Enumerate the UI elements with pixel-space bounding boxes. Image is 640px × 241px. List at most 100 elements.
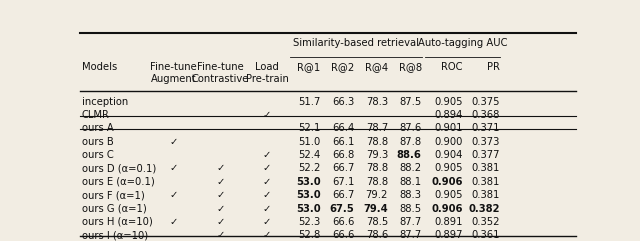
Text: 66.6: 66.6 xyxy=(332,217,355,227)
Text: ours E (α=0.1): ours E (α=0.1) xyxy=(82,177,155,187)
Text: ✓: ✓ xyxy=(263,230,271,240)
Text: ours A: ours A xyxy=(82,123,114,133)
Text: 0.906: 0.906 xyxy=(431,204,463,214)
Text: 0.375: 0.375 xyxy=(471,97,500,107)
Text: R@1: R@1 xyxy=(298,62,321,72)
Text: 0.352: 0.352 xyxy=(471,217,500,227)
Text: ✓: ✓ xyxy=(263,150,271,160)
Text: Load
Pre-train: Load Pre-train xyxy=(246,62,289,84)
Text: 79.4: 79.4 xyxy=(364,204,388,214)
Text: 51.7: 51.7 xyxy=(298,97,321,107)
Text: ours I (α=10): ours I (α=10) xyxy=(82,230,148,240)
Text: 87.8: 87.8 xyxy=(399,137,422,147)
Text: 0.897: 0.897 xyxy=(435,230,463,240)
Text: ✓: ✓ xyxy=(216,163,225,174)
Text: 0.381: 0.381 xyxy=(471,177,500,187)
Text: ours F (α=1): ours F (α=1) xyxy=(82,190,145,200)
Text: 53.0: 53.0 xyxy=(296,190,321,200)
Text: ✓: ✓ xyxy=(216,230,225,240)
Text: 0.891: 0.891 xyxy=(435,217,463,227)
Text: 88.1: 88.1 xyxy=(399,177,422,187)
Text: 0.905: 0.905 xyxy=(435,190,463,200)
Text: 0.894: 0.894 xyxy=(435,110,463,120)
Text: ours D (α=0.1): ours D (α=0.1) xyxy=(82,163,156,174)
Text: ours C: ours C xyxy=(82,150,114,160)
Text: Fine-tune
Contrastive: Fine-tune Contrastive xyxy=(192,62,249,84)
Text: 78.5: 78.5 xyxy=(366,217,388,227)
Text: 52.4: 52.4 xyxy=(298,150,321,160)
Text: 78.8: 78.8 xyxy=(366,177,388,187)
Text: 0.373: 0.373 xyxy=(471,137,500,147)
Text: R@2: R@2 xyxy=(331,62,355,72)
Text: 78.8: 78.8 xyxy=(366,137,388,147)
Text: 0.905: 0.905 xyxy=(435,163,463,174)
Text: 88.5: 88.5 xyxy=(399,204,422,214)
Text: 0.381: 0.381 xyxy=(471,190,500,200)
Text: inception: inception xyxy=(82,97,128,107)
Text: 0.368: 0.368 xyxy=(471,110,500,120)
Text: 0.905: 0.905 xyxy=(435,97,463,107)
Text: 52.1: 52.1 xyxy=(298,123,321,133)
Text: ✓: ✓ xyxy=(263,163,271,174)
Text: ✓: ✓ xyxy=(170,217,178,227)
Text: 0.904: 0.904 xyxy=(435,150,463,160)
Text: CLMR: CLMR xyxy=(82,110,110,120)
Text: Models: Models xyxy=(82,62,117,72)
Text: 0.371: 0.371 xyxy=(471,123,500,133)
Text: 52.3: 52.3 xyxy=(298,217,321,227)
Text: 0.377: 0.377 xyxy=(471,150,500,160)
Text: 67.1: 67.1 xyxy=(332,177,355,187)
Text: 66.1: 66.1 xyxy=(332,137,355,147)
Text: 53.0: 53.0 xyxy=(296,204,321,214)
Text: 87.5: 87.5 xyxy=(399,97,422,107)
Text: ✓: ✓ xyxy=(170,190,178,200)
Text: 53.0: 53.0 xyxy=(296,177,321,187)
Text: 66.3: 66.3 xyxy=(332,97,355,107)
Text: Auto-tagging AUC: Auto-tagging AUC xyxy=(418,38,508,48)
Text: 66.6: 66.6 xyxy=(332,230,355,240)
Text: ✓: ✓ xyxy=(263,177,271,187)
Text: ours B: ours B xyxy=(82,137,114,147)
Text: 0.381: 0.381 xyxy=(471,163,500,174)
Text: 66.4: 66.4 xyxy=(332,123,355,133)
Text: 66.7: 66.7 xyxy=(332,163,355,174)
Text: 78.6: 78.6 xyxy=(366,230,388,240)
Text: 78.7: 78.7 xyxy=(366,123,388,133)
Text: 79.3: 79.3 xyxy=(366,150,388,160)
Text: ✓: ✓ xyxy=(216,204,225,214)
Text: ✓: ✓ xyxy=(263,217,271,227)
Text: 66.8: 66.8 xyxy=(332,150,355,160)
Text: ROC: ROC xyxy=(442,62,463,72)
Text: ✓: ✓ xyxy=(263,110,271,120)
Text: 78.8: 78.8 xyxy=(366,163,388,174)
Text: 0.361: 0.361 xyxy=(471,230,500,240)
Text: ours G (α=1): ours G (α=1) xyxy=(82,204,147,214)
Text: 79.2: 79.2 xyxy=(365,190,388,200)
Text: 88.2: 88.2 xyxy=(399,163,422,174)
Text: ✓: ✓ xyxy=(216,190,225,200)
Text: 0.382: 0.382 xyxy=(468,204,500,214)
Text: 78.3: 78.3 xyxy=(366,97,388,107)
Text: 0.901: 0.901 xyxy=(435,123,463,133)
Text: R@4: R@4 xyxy=(365,62,388,72)
Text: ✓: ✓ xyxy=(263,190,271,200)
Text: 67.5: 67.5 xyxy=(330,204,355,214)
Text: 52.8: 52.8 xyxy=(298,230,321,240)
Text: ✓: ✓ xyxy=(263,204,271,214)
Text: 88.6: 88.6 xyxy=(397,150,422,160)
Text: ✓: ✓ xyxy=(216,217,225,227)
Text: ✓: ✓ xyxy=(216,177,225,187)
Text: PR: PR xyxy=(487,62,500,72)
Text: 66.7: 66.7 xyxy=(332,190,355,200)
Text: 88.3: 88.3 xyxy=(400,190,422,200)
Text: 0.906: 0.906 xyxy=(431,177,463,187)
Text: ✓: ✓ xyxy=(170,163,178,174)
Text: Similarity-based retrieval: Similarity-based retrieval xyxy=(293,38,419,48)
Text: 51.0: 51.0 xyxy=(298,137,321,147)
Text: 87.7: 87.7 xyxy=(399,217,422,227)
Text: 52.2: 52.2 xyxy=(298,163,321,174)
Text: 87.6: 87.6 xyxy=(399,123,422,133)
Text: 0.900: 0.900 xyxy=(435,137,463,147)
Text: 87.7: 87.7 xyxy=(399,230,422,240)
Text: Fine-tune
Augment: Fine-tune Augment xyxy=(150,62,197,84)
